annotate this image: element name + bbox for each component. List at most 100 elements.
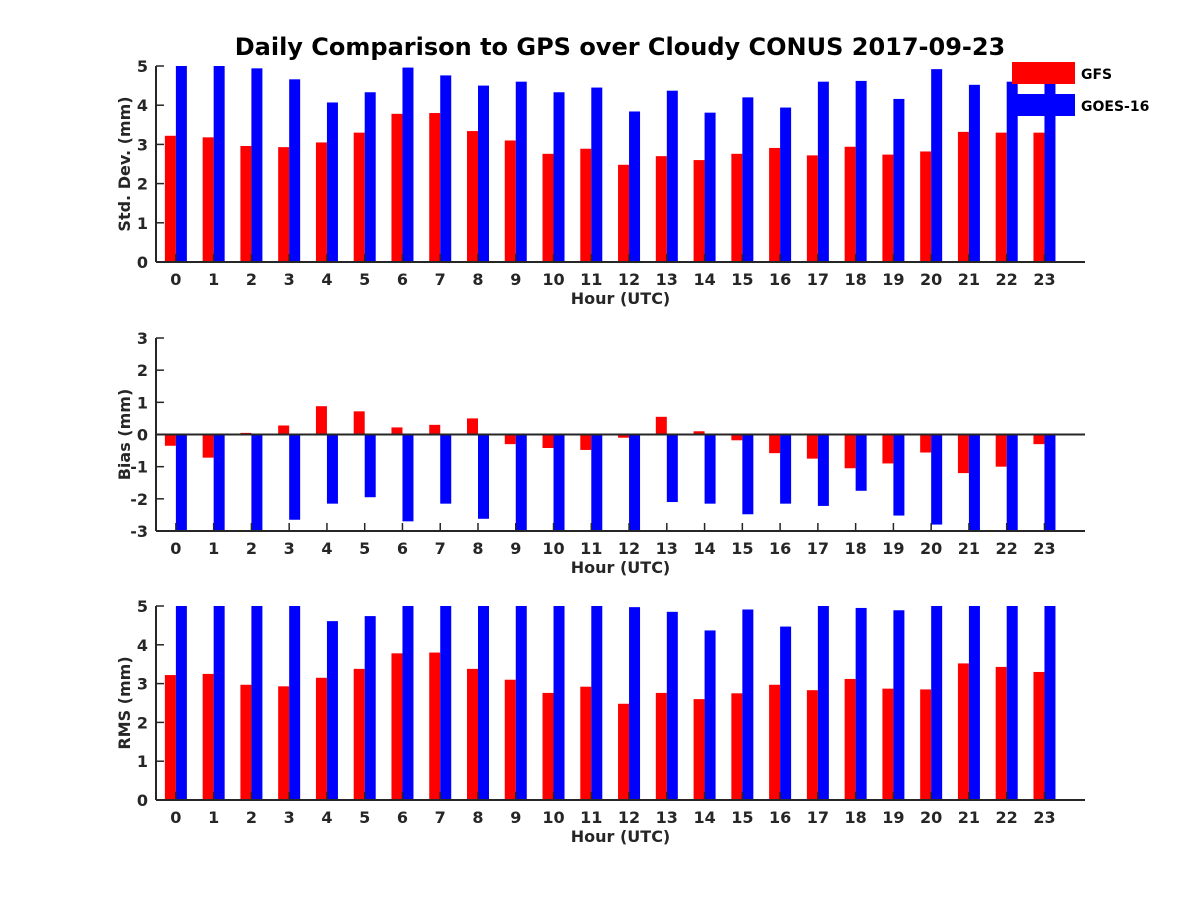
bar-gfs-0 xyxy=(164,434,176,446)
bar-goes-16-10 xyxy=(553,92,565,262)
bar-gfs-19 xyxy=(882,688,894,800)
x-tick-label: 21 xyxy=(958,808,980,827)
x-tick-label: 14 xyxy=(693,539,715,558)
bar-gfs-3 xyxy=(278,686,290,800)
bar-gfs-14 xyxy=(693,431,705,435)
x-tick-label: 12 xyxy=(618,808,640,827)
bar-goes-16-8 xyxy=(478,606,489,800)
bar-gfs-16 xyxy=(769,684,781,800)
bar-goes-16-22 xyxy=(1006,606,1018,800)
x-tick-label: 16 xyxy=(769,808,791,827)
bar-gfs-21 xyxy=(957,131,969,262)
y-tick-label: 1 xyxy=(137,214,148,233)
x-axis-label: Hour (UTC) xyxy=(571,289,671,308)
y-axis-label: RMS (mm) xyxy=(115,656,134,749)
bar-gfs-10 xyxy=(542,692,554,800)
x-tick-label: 14 xyxy=(693,808,715,827)
bar-gfs-15 xyxy=(731,693,743,800)
x-tick-label: 11 xyxy=(580,270,602,289)
x-tick-label: 19 xyxy=(882,270,904,289)
x-tick-label: 10 xyxy=(542,539,564,558)
x-tick-label: 6 xyxy=(397,539,408,558)
x-tick-label: 0 xyxy=(170,808,181,827)
x-tick-label: 9 xyxy=(510,808,521,827)
bar-goes-16-16 xyxy=(780,434,792,504)
bar-gfs-18 xyxy=(844,146,856,262)
x-tick-label: 11 xyxy=(580,808,602,827)
y-tick-label: -2 xyxy=(130,490,148,509)
bar-goes-16-20 xyxy=(931,69,943,262)
bar-gfs-5 xyxy=(353,668,365,800)
x-tick-label: 20 xyxy=(920,539,942,558)
bar-goes-16-3 xyxy=(289,79,301,262)
bar-gfs-0 xyxy=(164,135,176,262)
bar-gfs-3 xyxy=(278,425,290,435)
x-tick-label: 2 xyxy=(246,808,257,827)
x-tick-label: 17 xyxy=(807,539,829,558)
x-tick-label: 4 xyxy=(321,270,332,289)
y-tick-label: 2 xyxy=(137,361,148,380)
bar-gfs-12 xyxy=(618,703,630,800)
bar-gfs-17 xyxy=(806,155,818,262)
x-tick-label: 9 xyxy=(510,539,521,558)
bar-gfs-10 xyxy=(542,153,554,262)
x-tick-label: 15 xyxy=(731,808,753,827)
y-tick-label: 3 xyxy=(137,675,148,694)
bar-goes-16-6 xyxy=(402,606,414,800)
x-tick-label: 3 xyxy=(284,539,295,558)
bar-goes-16-4 xyxy=(326,102,338,263)
y-tick-label: 4 xyxy=(137,636,148,655)
bar-goes-16-2 xyxy=(251,606,263,800)
bar-gfs-4 xyxy=(315,677,327,800)
x-tick-label: 9 xyxy=(510,270,521,289)
y-tick-label: -3 xyxy=(130,522,148,541)
x-tick-label: 22 xyxy=(996,270,1018,289)
x-tick-label: 18 xyxy=(845,270,867,289)
y-axis-label: Bias (mm) xyxy=(115,389,134,481)
bar-goes-16-13 xyxy=(666,90,678,262)
x-tick-label: 5 xyxy=(359,539,370,558)
bar-goes-16-21 xyxy=(968,606,980,800)
x-tick-label: 23 xyxy=(1033,539,1055,558)
x-axis-label: Hour (UTC) xyxy=(571,558,671,577)
bar-gfs-19 xyxy=(882,154,894,262)
legend-swatch-goes-16 xyxy=(1012,94,1075,116)
bar-gfs-22 xyxy=(995,666,1007,800)
bar-goes-16-21 xyxy=(968,84,980,262)
bar-gfs-2 xyxy=(240,145,252,262)
bar-goes-16-5 xyxy=(364,616,376,800)
y-tick-label: 2 xyxy=(137,713,148,732)
x-tick-label: 23 xyxy=(1033,808,1055,827)
x-tick-label: 15 xyxy=(731,539,753,558)
bar-goes-16-16 xyxy=(780,107,792,262)
bar-goes-16-4 xyxy=(326,434,338,504)
bar-goes-16-20 xyxy=(931,434,943,525)
bar-gfs-1 xyxy=(202,434,214,458)
y-tick-label: 4 xyxy=(137,96,148,115)
bar-goes-16-5 xyxy=(364,92,376,262)
x-tick-label: 0 xyxy=(170,270,181,289)
bar-gfs-13 xyxy=(655,692,667,800)
x-tick-label: 16 xyxy=(769,270,791,289)
bar-goes-16-1 xyxy=(213,606,225,800)
bar-goes-16-18 xyxy=(855,80,867,263)
bar-goes-16-11 xyxy=(591,434,603,531)
bar-goes-16-0 xyxy=(175,606,187,800)
x-tick-label: 12 xyxy=(618,539,640,558)
bar-goes-16-15 xyxy=(742,609,754,800)
bar-gfs-20 xyxy=(920,151,932,262)
bar-gfs-22 xyxy=(995,434,1007,467)
x-tick-label: 7 xyxy=(435,808,446,827)
bar-goes-16-2 xyxy=(251,434,263,531)
y-tick-label: 1 xyxy=(137,752,148,771)
bar-goes-16-23 xyxy=(1044,434,1056,531)
bar-goes-16-10 xyxy=(553,606,565,800)
x-tick-label: 23 xyxy=(1033,270,1055,289)
bar-gfs-18 xyxy=(844,678,856,800)
y-axis-label: Std. Dev. (mm) xyxy=(115,96,134,231)
bar-goes-16-1 xyxy=(213,66,225,262)
x-tick-label: 18 xyxy=(845,808,867,827)
